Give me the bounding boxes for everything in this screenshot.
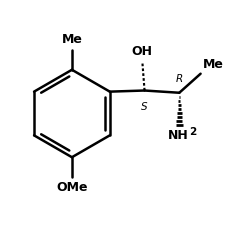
Text: Me: Me	[62, 33, 82, 46]
Text: S: S	[141, 102, 148, 112]
Text: R: R	[176, 74, 183, 84]
Text: NH: NH	[168, 129, 188, 142]
Text: OH: OH	[132, 45, 153, 58]
Text: 2: 2	[189, 127, 197, 137]
Text: OMe: OMe	[56, 181, 88, 194]
Text: Me: Me	[202, 59, 223, 72]
